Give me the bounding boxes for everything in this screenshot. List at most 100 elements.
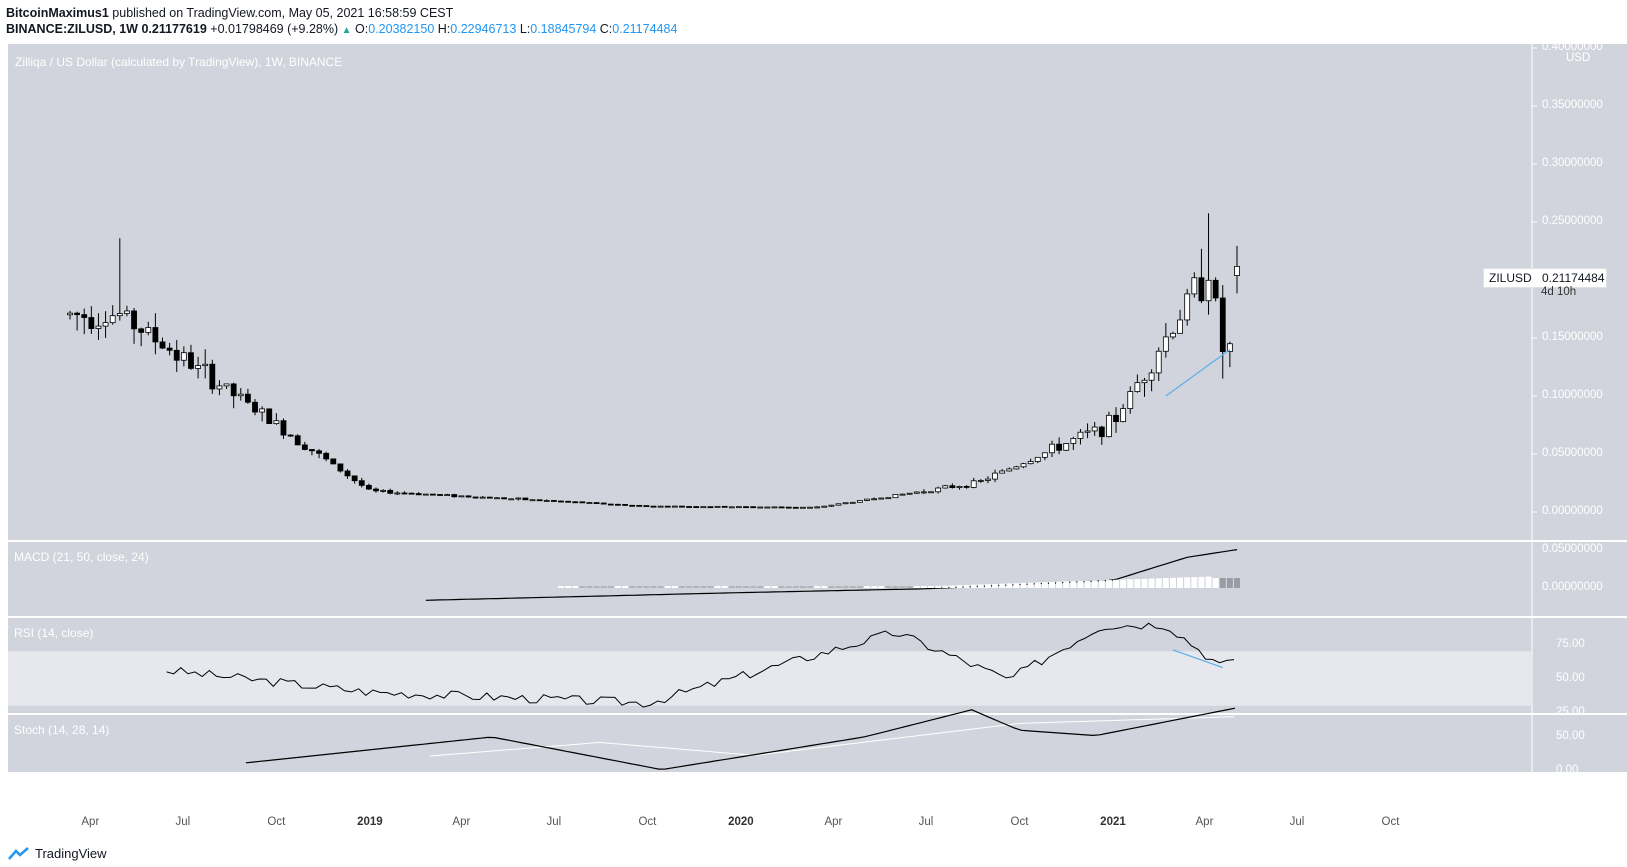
price-axis-label: 0.05000000 (1542, 447, 1603, 459)
candle-body (792, 506, 799, 509)
candle-body (465, 495, 472, 498)
author-name[interactable]: BitcoinMaximus1 (6, 6, 109, 20)
candle-body (259, 408, 266, 413)
rsi-divergence-trendline (1172, 649, 1223, 669)
macd-axis[interactable] (1532, 542, 1627, 616)
candle-body (1013, 466, 1020, 470)
candle-body (415, 493, 422, 496)
macd-histogram-bar (992, 583, 999, 588)
price-axis[interactable] (1532, 44, 1627, 540)
candle-body (785, 506, 792, 509)
candle-body (337, 463, 344, 472)
price-axis-label: 0.15000000 (1542, 331, 1603, 343)
macd-histogram-bar (785, 586, 792, 588)
candle-body (287, 434, 294, 437)
candle-body (109, 315, 116, 324)
macd-histogram-bar (600, 586, 607, 588)
candle-body (116, 313, 123, 317)
macd-histogram-bar (636, 586, 643, 588)
tradingview-logo[interactable]: TradingView (8, 846, 107, 861)
candle-body (970, 480, 977, 488)
candle-body (558, 500, 564, 503)
macd-histogram-bar (828, 586, 835, 588)
candle-body (1070, 438, 1077, 444)
stoch-pane[interactable]: Stoch (14, 28, 14) (8, 715, 1532, 772)
candle-body (1027, 461, 1034, 465)
macd-histogram-bar (963, 584, 970, 588)
macd-histogram-bar (678, 586, 685, 588)
candle-body (1226, 343, 1233, 352)
price-axis-currency: USD (1566, 52, 1591, 64)
candle-body (494, 497, 500, 500)
candle-body (764, 506, 771, 509)
candle-body (550, 500, 557, 502)
candle-body (330, 458, 337, 465)
candle-body (871, 498, 877, 501)
price-axis-label: 0.35000000 (1542, 99, 1603, 111)
macd-histogram-bar (1056, 581, 1063, 588)
symbol-label: BINANCE:ZILUSD, 1W (6, 22, 138, 36)
macd-histogram-bar (1091, 580, 1098, 588)
macd-histogram-bar (614, 586, 621, 588)
candle-body (686, 506, 692, 508)
macd-histogram-bar (593, 586, 600, 588)
candle-body (579, 501, 586, 504)
rsi-axis-label: 50.00 (1556, 671, 1585, 684)
candle-body (600, 502, 607, 505)
stoch-axis[interactable] (1532, 715, 1627, 772)
macd-histogram-bar (693, 586, 700, 588)
candle-body (344, 470, 351, 477)
macd-histogram-bar (1134, 579, 1141, 588)
candle-body (913, 491, 920, 494)
macd-histogram-bar (579, 586, 586, 588)
candle-body (572, 501, 579, 504)
candle-body (166, 347, 173, 351)
candle-body (849, 501, 856, 504)
candle-body (358, 480, 365, 486)
candle-body (280, 420, 287, 436)
macd-histogram-bar (856, 586, 863, 588)
tradingview-brand: TradingView (35, 846, 107, 861)
candle-body (458, 495, 465, 498)
macd-histogram-bar (956, 585, 963, 588)
macd-histogram-bar (1184, 577, 1191, 588)
candle-body (180, 352, 187, 361)
candle-body (152, 327, 159, 343)
macd-histogram-bar (977, 584, 984, 588)
candle-body (1205, 279, 1212, 302)
candle-body (95, 325, 102, 329)
candle-body (1098, 426, 1105, 438)
macd-histogram-bar (984, 584, 991, 588)
macd-histogram-bar (1155, 578, 1162, 588)
candle-body (1198, 277, 1205, 302)
candle-body (501, 497, 507, 500)
candle-body (230, 383, 237, 397)
price-axis-label: 0.40000000 (1542, 41, 1603, 53)
candle-body (515, 497, 522, 500)
time-axis-label: 2020 (728, 816, 754, 828)
candle-body (1034, 456, 1041, 462)
publish-info: BitcoinMaximus1 published on TradingView… (6, 6, 453, 20)
price-pane[interactable]: Zilliqa / US Dollar (calculated by Tradi… (8, 44, 1532, 540)
candle-body (74, 312, 81, 316)
candle-body (294, 435, 301, 446)
candle-body (1091, 426, 1098, 432)
candle-body (1041, 452, 1048, 458)
candle-body (842, 502, 849, 505)
candle-body (622, 504, 628, 506)
macd-histogram-bar (643, 586, 650, 588)
low-label: L: (519, 22, 531, 36)
macd-pane[interactable]: MACD (21, 50, close, 24) (8, 542, 1532, 616)
candle-body (800, 506, 806, 509)
rsi-axis[interactable] (1532, 618, 1627, 713)
up-arrow-icon: ▲ (341, 25, 352, 36)
time-axis-label: Jul (918, 816, 934, 828)
candle-body (1084, 430, 1091, 433)
candle-body (643, 505, 650, 508)
macd-histogram-bar (1127, 579, 1134, 588)
candle-body (928, 491, 934, 494)
macd-histogram-bar (1219, 578, 1226, 588)
last-price-tag-symbol: ZILUSD (1489, 271, 1532, 285)
publish-date: published on TradingView.com, May 05, 20… (112, 6, 454, 20)
time-axis-label: Jul (546, 816, 562, 828)
